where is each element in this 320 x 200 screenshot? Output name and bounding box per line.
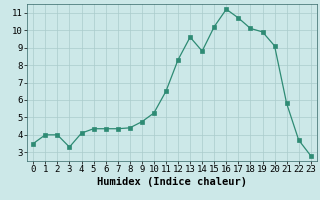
X-axis label: Humidex (Indice chaleur): Humidex (Indice chaleur) <box>97 177 247 187</box>
